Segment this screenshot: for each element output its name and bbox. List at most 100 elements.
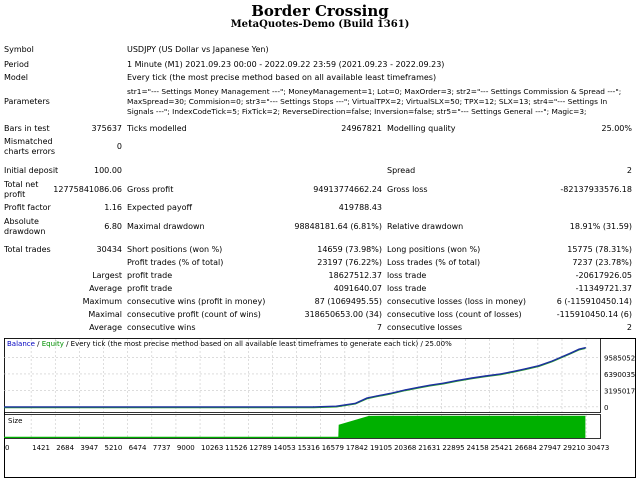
ticks-value: 24967821 (341, 124, 382, 133)
x-tick-label: 19105 (370, 444, 392, 452)
max-cons-wins-value: 87 (1069495.55) (314, 297, 382, 306)
balance-point (570, 352, 572, 354)
spread-label: Spread (387, 166, 416, 175)
maximum-label: Maximum (82, 297, 122, 306)
average-loss-label: loss trade (387, 284, 427, 293)
balance-point (578, 348, 580, 350)
balance-point (538, 365, 540, 367)
chart-legend: Balance / Equity / Every tick (the most … (7, 340, 452, 348)
balance-point (513, 370, 515, 372)
long-label: Long positions (won %) (387, 245, 481, 254)
grossloss-value: -82137933576.18 (560, 185, 632, 194)
netprofit-value: 12775841086.06 (53, 185, 122, 194)
average2-label: Average (89, 323, 122, 332)
largest-profit-label: profit trade (127, 271, 173, 280)
x-tick-label: 7737 (153, 444, 171, 452)
largest-label: Largest (92, 271, 122, 280)
max-cons-profit-value: 318650653.00 (34) (304, 310, 383, 319)
max-cons-loss-label: consecutive loss (count of losses) (387, 310, 522, 319)
max-cons-loss-value: -115910450.14 (6) (556, 310, 632, 319)
x-tick-label: 20368 (394, 444, 416, 452)
balance-point (335, 405, 337, 407)
bars-value: 375637 (91, 124, 122, 133)
balance-point (417, 386, 420, 388)
x-tick-label: 29210 (563, 444, 585, 452)
balance-point (429, 384, 431, 386)
balance-point (442, 382, 444, 384)
balance-point (484, 375, 486, 377)
max-cons-profit-label: consecutive profit (count of wins) (127, 310, 261, 319)
bars-label: Bars in test (4, 124, 50, 133)
largest-loss-label: loss trade (387, 271, 427, 280)
x-tick-label: 14053 (273, 444, 295, 452)
ltrades-label: Loss trades (% of total) (387, 258, 481, 267)
short-label: Short positions (won %) (127, 245, 223, 254)
balance-point (471, 377, 473, 379)
main-plot-area (4, 338, 601, 413)
max-cons-losses-value: 6 (-115910450.14) (556, 297, 632, 306)
x-tick-label: 3947 (80, 444, 98, 452)
largest-loss-value: -20617926.05 (575, 271, 632, 280)
x-tick-label: 9000 (177, 444, 195, 452)
balance-point (584, 347, 587, 349)
parameters-label: Parameters (4, 97, 50, 106)
spread-value: 2 (626, 166, 632, 175)
balance-point (551, 360, 553, 362)
y-tick-label: 63900350 (604, 371, 636, 379)
balance-point (456, 380, 458, 382)
mismatch-label: Mismatched charts errors (4, 137, 56, 156)
maximal-label: Maximal (88, 310, 122, 319)
x-tick-label: 27947 (539, 444, 561, 452)
x-tick-label: 10263 (201, 444, 223, 452)
balance-point (524, 368, 527, 370)
balance-point (312, 406, 315, 408)
size-area (4, 415, 586, 438)
average-loss-value: -11349721.37 (575, 284, 632, 293)
x-tick-label: 12789 (249, 444, 271, 452)
average-profit-value: 4091640.07 (333, 284, 382, 293)
x-tick-label: 21631 (418, 444, 440, 452)
pf-value: 1.16 (104, 203, 122, 212)
x-tick-label: 15316 (298, 444, 321, 452)
balance-point (389, 392, 391, 395)
reldd-label: Relative drawdown (387, 222, 464, 231)
ticks-label: Ticks modelled (127, 124, 187, 133)
legend-description: / Every tick (the most precise method ba… (64, 340, 452, 348)
period-value: 1 Minute (M1) 2021.09.23 00:00 - 2022.09… (127, 60, 445, 69)
x-tick-label: 5210 (105, 444, 123, 452)
pf-label: Profit factor (4, 203, 51, 212)
max-cons-wins-label: consecutive wins (profit in money) (127, 297, 266, 306)
x-tick-label: 22895 (442, 444, 464, 452)
balance-point (366, 397, 368, 399)
avg-cons-wins-value: 7 (376, 323, 382, 332)
ltrades-value: 7237 (23.78%) (572, 258, 632, 267)
largest-profit-value: 18627512.37 (328, 271, 382, 280)
symbol-value: USDJPY (US Dollar vs Japanese Yen) (127, 45, 269, 54)
y-tick-label: 0 (604, 404, 608, 412)
avg-cons-losses-label: consecutive losses (387, 323, 463, 332)
y-tick-label: 31950175 (604, 387, 636, 395)
balance-point (375, 395, 378, 397)
average-label: Average (89, 284, 122, 293)
y-tick-label: 95850525 (604, 355, 636, 363)
payoff-value: 419788.43 (338, 203, 382, 212)
absdd-value: 6.80 (104, 222, 122, 231)
ptrades-value: 23197 (76.22%) (317, 258, 382, 267)
legend-equity: Equity (42, 340, 64, 348)
x-tick-label: 24158 (466, 444, 488, 452)
x-tick-label: 1421 (32, 444, 50, 452)
symbol-label: Symbol (4, 45, 34, 54)
netprofit-label: Total net profit (4, 180, 39, 199)
legend-balance: Balance (7, 340, 35, 348)
model-label: Model (4, 73, 29, 82)
trades-label: Total trades (4, 245, 51, 254)
parameters-value: str1="--- Settings Money Management ---"… (127, 87, 622, 116)
report-title: Border Crossing (251, 2, 389, 20)
quality-label: Modelling quality (387, 124, 456, 133)
grossloss-label: Gross loss (387, 185, 428, 194)
average-profit-label: profit trade (127, 284, 173, 293)
payoff-label: Expected payoff (127, 203, 192, 212)
balance-point (500, 373, 502, 375)
size-label: Size (8, 417, 22, 425)
maxdd-label: Maximal drawdown (127, 222, 205, 231)
